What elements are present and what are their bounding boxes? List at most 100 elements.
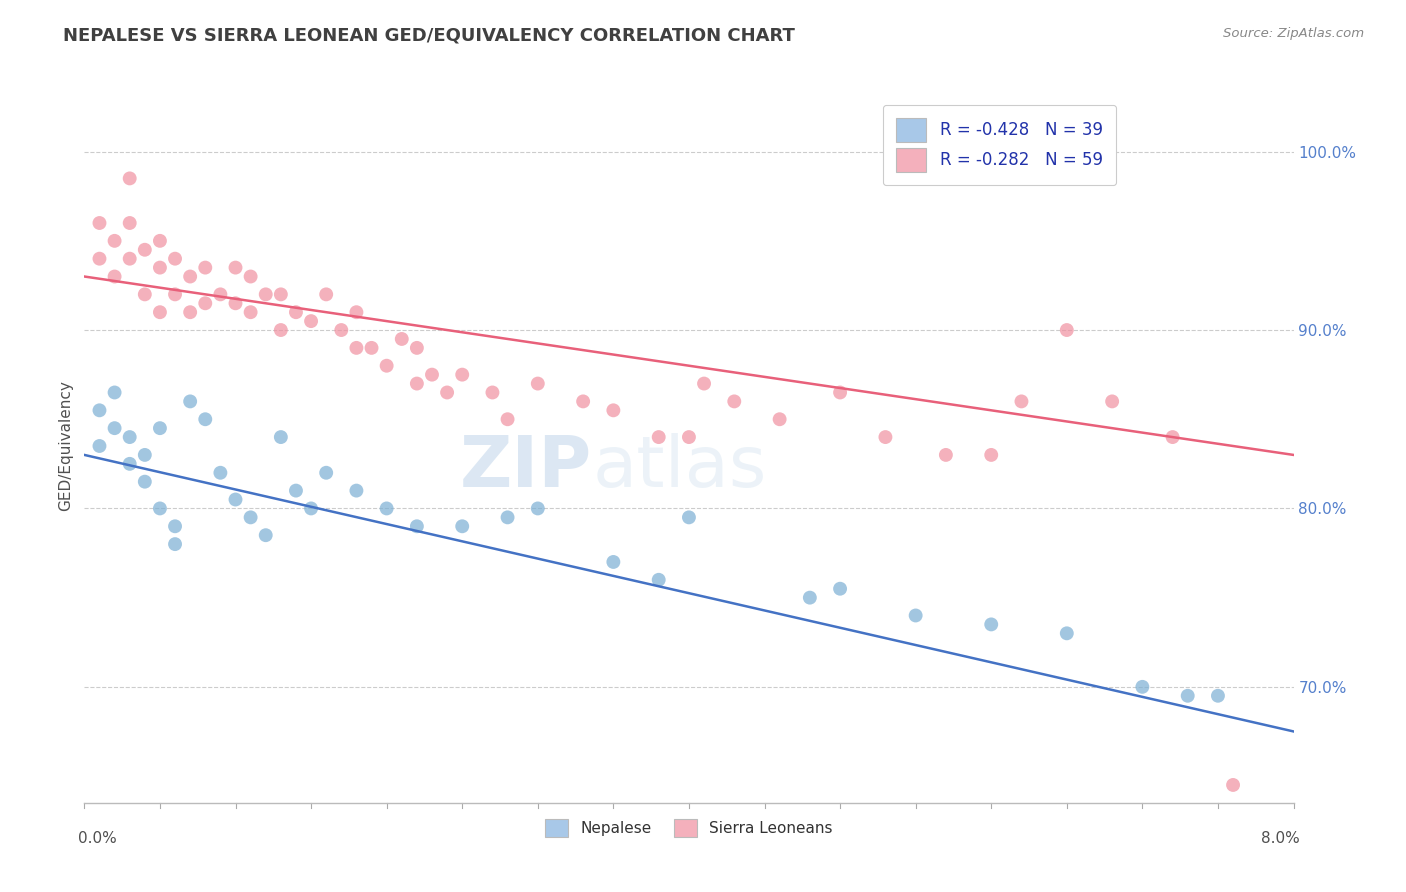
Point [149,234,172,248]
Point [149,305,172,319]
Point [1056,626,1078,640]
Point [134,475,156,489]
Point [451,368,474,382]
Point [254,528,277,542]
Point [149,501,172,516]
Point [254,287,277,301]
Point [496,412,519,426]
Point [134,243,156,257]
Text: NEPALESE VS SIERRA LEONEAN GED/EQUIVALENCY CORRELATION CHART: NEPALESE VS SIERRA LEONEAN GED/EQUIVALEN… [63,27,796,45]
Point [149,260,172,275]
Legend: Nepalese, Sierra Leoneans: Nepalese, Sierra Leoneans [537,811,841,845]
Point [723,394,745,409]
Point [299,314,322,328]
Point [179,269,201,284]
Point [89,439,111,453]
Point [935,448,957,462]
Point [769,412,792,426]
Point [346,341,368,355]
Point [602,555,624,569]
Point [315,287,337,301]
Point [165,287,187,301]
Point [406,341,429,355]
Point [648,573,671,587]
Point [118,430,141,444]
Point [375,501,398,516]
Point [134,287,156,301]
Point [179,394,201,409]
Point [165,252,187,266]
Point [89,403,111,417]
Point [118,457,141,471]
Point [209,287,232,301]
Point [239,269,262,284]
Point [118,252,141,266]
Point [270,287,292,301]
Point [678,430,700,444]
Point [980,448,1002,462]
Point [602,403,624,417]
Text: ZIP: ZIP [460,433,592,502]
Text: 8.0%: 8.0% [1261,831,1299,847]
Point [360,341,382,355]
Point [134,448,156,462]
Point [225,260,247,275]
Point [149,421,172,435]
Point [1177,689,1199,703]
Point [406,376,429,391]
Point [104,269,127,284]
Point [481,385,503,400]
Point [527,376,550,391]
Point [89,216,111,230]
Point [285,305,308,319]
Point [1056,323,1078,337]
Point [904,608,927,623]
Point [225,492,247,507]
Point [451,519,474,533]
Point [1161,430,1184,444]
Point [875,430,897,444]
Point [1132,680,1154,694]
Point [496,510,519,524]
Point [104,421,127,435]
Point [391,332,413,346]
Point [89,252,111,266]
Point [194,260,217,275]
Point [1222,778,1244,792]
Point [1206,689,1229,703]
Point [104,234,127,248]
Point [648,430,671,444]
Point [239,510,262,524]
Point [165,519,187,533]
Point [285,483,308,498]
Point [165,537,187,551]
Point [194,296,217,310]
Point [118,171,141,186]
Point [375,359,398,373]
Point [436,385,458,400]
Text: Source: ZipAtlas.com: Source: ZipAtlas.com [1223,27,1364,40]
Point [239,305,262,319]
Point [830,385,852,400]
Point [1101,394,1123,409]
Point [118,216,141,230]
Point [406,519,429,533]
Point [225,296,247,310]
Point [315,466,337,480]
Point [270,323,292,337]
Point [572,394,595,409]
Point [346,483,368,498]
Point [830,582,852,596]
Point [209,466,232,480]
Point [104,385,127,400]
Point [678,510,700,524]
Text: 0.0%: 0.0% [79,831,117,847]
Point [799,591,821,605]
Point [194,412,217,426]
Text: atlas: atlas [592,433,766,502]
Point [980,617,1002,632]
Point [270,430,292,444]
Point [299,501,322,516]
Y-axis label: GED/Equivalency: GED/Equivalency [58,381,73,511]
Point [420,368,443,382]
